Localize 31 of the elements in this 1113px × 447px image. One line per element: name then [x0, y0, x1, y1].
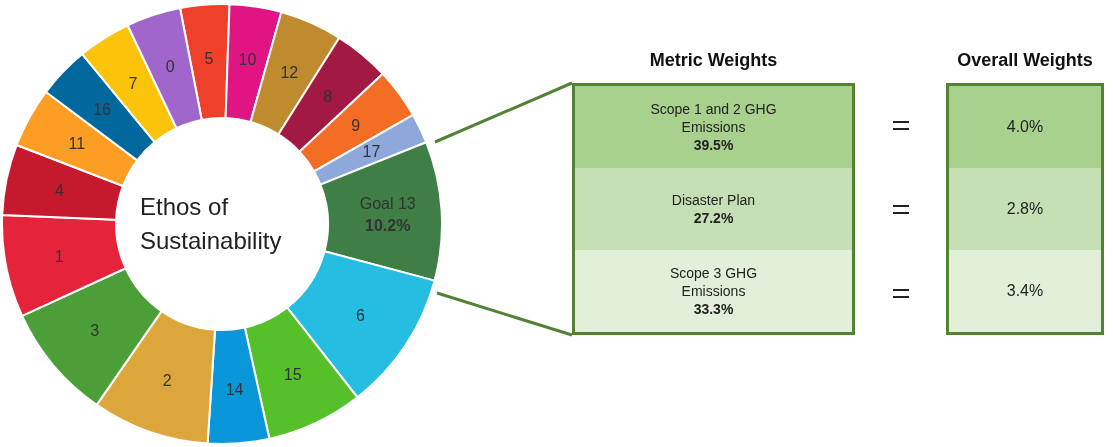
- slice-label: 14: [225, 381, 244, 399]
- slice-label: 12: [280, 63, 299, 81]
- slice-label: 5: [204, 50, 214, 68]
- slice-label: 9: [351, 117, 361, 135]
- slice-label: 16: [93, 100, 112, 118]
- data-label: 39.5%: [693, 136, 734, 154]
- data-label: 3.4%: [1006, 282, 1044, 300]
- category-label: Disaster Plan: [671, 191, 756, 209]
- data-label: 33.3%: [693, 300, 734, 318]
- slice-label: 0: [165, 57, 175, 75]
- text: Ethos of Sustainability: [140, 193, 282, 254]
- slice-label: 10: [238, 51, 257, 69]
- slice-label: 11: [68, 135, 86, 153]
- slice-label: 6: [356, 307, 366, 325]
- slice-label: 8: [323, 87, 333, 105]
- data-label: 27.2%: [693, 209, 734, 227]
- category-label: Scope 3 GHG Emissions: [668, 264, 759, 300]
- series-label: Overall Weights: [956, 50, 1094, 71]
- data-label: 2.8%: [1006, 200, 1044, 218]
- slice-label: 15: [283, 365, 302, 383]
- slice-label: 4: [54, 181, 64, 199]
- slice-label: 7: [128, 75, 138, 93]
- series-label: Metric Weights: [648, 50, 779, 71]
- slice-label: 2: [162, 372, 172, 390]
- slice-label: 1: [54, 247, 64, 265]
- slice-label: 17: [362, 143, 381, 161]
- category-label: Scope 1 and 2 GHG Emissions: [649, 100, 778, 136]
- data-label: 10.2%: [365, 216, 411, 234]
- data-label: 4.0%: [1006, 118, 1044, 136]
- slice-label: 3: [90, 322, 100, 340]
- slice-label: Goal 13: [359, 194, 416, 212]
